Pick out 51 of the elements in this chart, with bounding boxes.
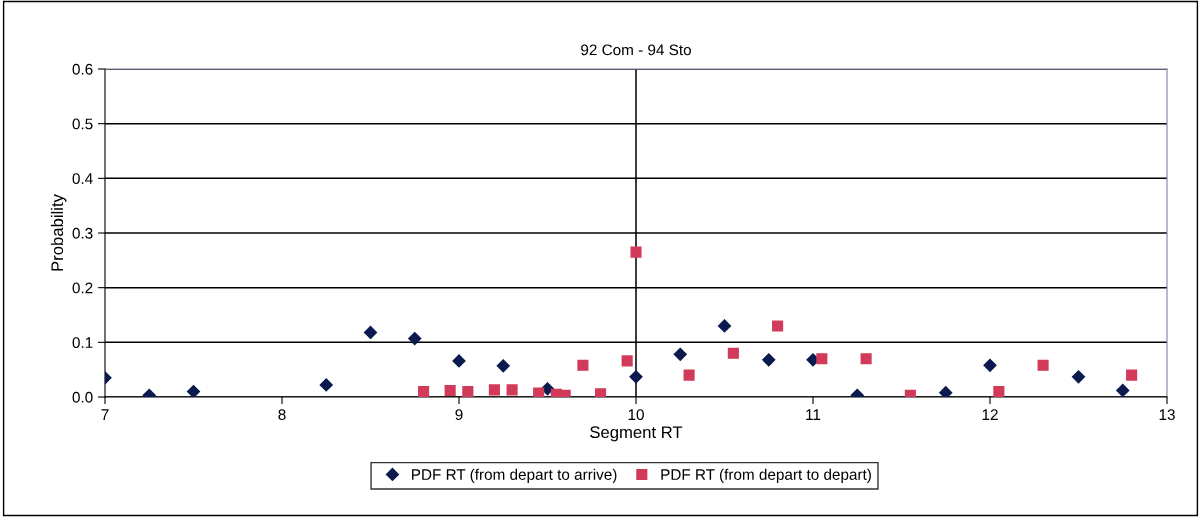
y-axis-title: Probability xyxy=(50,194,67,271)
point xyxy=(444,384,456,396)
point xyxy=(816,353,828,365)
point xyxy=(621,355,633,367)
point xyxy=(186,384,201,397)
x-tick-label: 10 xyxy=(628,409,644,421)
chart-title: 92 Com - 94 Sto xyxy=(581,44,691,56)
point xyxy=(1116,383,1130,397)
y-tick-label: 0.5 xyxy=(72,118,93,130)
point xyxy=(860,353,872,365)
point xyxy=(462,385,474,397)
point xyxy=(319,378,333,392)
y-tick-label: 0.2 xyxy=(72,282,93,294)
point xyxy=(488,384,500,396)
x-axis-title: Segment RT xyxy=(590,426,683,442)
point xyxy=(993,385,1005,397)
point xyxy=(595,388,607,397)
point xyxy=(577,359,589,371)
point xyxy=(683,369,695,381)
point xyxy=(983,358,997,372)
y-tick-label: 0.0 xyxy=(72,391,93,403)
point xyxy=(1071,370,1086,384)
point xyxy=(533,387,545,397)
point xyxy=(630,246,642,258)
x-tick-label: 11 xyxy=(806,409,821,420)
point xyxy=(939,386,953,397)
y-tick-label: 0.4 xyxy=(72,173,93,185)
x-tick-label: 7 xyxy=(101,409,109,420)
x-tick-label: 9 xyxy=(455,409,463,421)
point xyxy=(772,320,784,332)
point xyxy=(717,319,732,333)
legend-label: PDF RT (from depart to arrive) xyxy=(412,468,617,483)
legend-label: PDF RT (from depart to depart) xyxy=(661,468,871,483)
point xyxy=(363,325,378,340)
x-tick-label: 8 xyxy=(278,409,286,421)
point xyxy=(418,385,430,397)
point xyxy=(408,331,422,346)
x-tick-label: 13 xyxy=(1159,409,1175,421)
point xyxy=(1037,359,1049,371)
y-tick-label: 0.6 xyxy=(72,63,93,75)
y-tick-label: 0.1 xyxy=(72,337,93,349)
point xyxy=(727,347,739,359)
point xyxy=(452,354,466,368)
y-tick-label: 0.3 xyxy=(72,227,93,239)
point xyxy=(506,384,518,396)
point xyxy=(1126,369,1138,381)
point xyxy=(629,370,643,384)
x-tick-label: 12 xyxy=(982,409,998,420)
point xyxy=(496,359,510,373)
point xyxy=(673,347,687,361)
point xyxy=(762,353,776,367)
